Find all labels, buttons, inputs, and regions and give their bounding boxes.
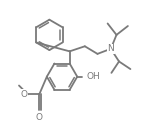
Text: O: O: [20, 89, 27, 99]
Text: N: N: [107, 44, 114, 53]
Text: OH: OH: [87, 72, 100, 81]
Text: O: O: [35, 113, 42, 122]
